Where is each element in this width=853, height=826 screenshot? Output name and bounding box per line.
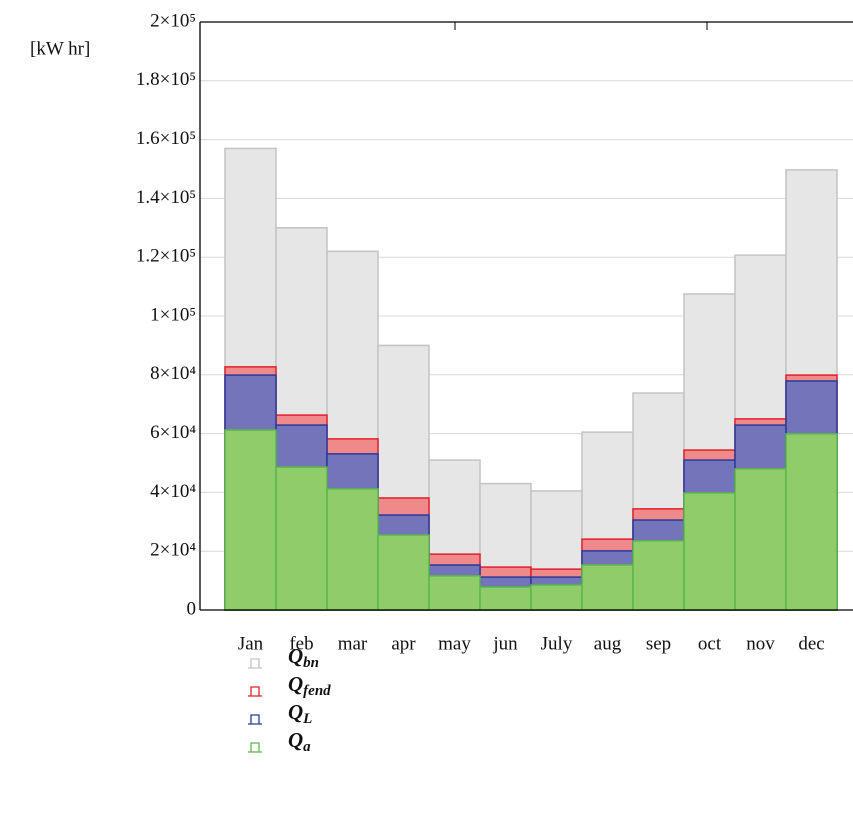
bar (479, 586, 532, 611)
y-tick-label: 1.6×10⁵ (136, 128, 196, 149)
bar (428, 575, 481, 611)
bar (224, 429, 277, 611)
legend-label: QL (288, 700, 312, 728)
legend-icon (248, 742, 262, 753)
x-tick-label: oct (698, 633, 722, 654)
bar (734, 468, 787, 611)
bar (785, 433, 838, 611)
legend-label: Qfend (288, 672, 331, 700)
x-tick-label: apr (391, 633, 416, 654)
y-tick-label: 1.2×10⁵ (136, 246, 196, 267)
y-axis-label: [kW hr] (30, 38, 90, 59)
bar (275, 466, 328, 611)
legend-icon (248, 686, 262, 697)
x-tick-label: sep (646, 633, 671, 654)
x-tick-label: July (541, 633, 573, 654)
bar (530, 584, 583, 611)
y-tick-label: 6×10⁴ (150, 422, 196, 443)
y-tick-label: 2×10⁴ (150, 540, 196, 561)
legend-icon (248, 714, 262, 725)
bar (632, 540, 685, 611)
legend-label: Qbn (288, 644, 319, 672)
bar (326, 488, 379, 611)
x-tick-label: dec (798, 633, 824, 654)
bar (683, 492, 736, 611)
y-tick-label: 8×10⁴ (150, 363, 196, 384)
legend-icon (248, 658, 262, 669)
x-tick-label: may (438, 633, 471, 654)
x-tick-label: nov (746, 633, 775, 654)
x-tick-label: mar (338, 633, 368, 654)
y-tick-label: 1×10⁵ (150, 304, 196, 325)
y-tick-label: 1.8×10⁵ (136, 69, 196, 90)
bar (581, 564, 634, 611)
y-tick-label: 2×10⁵ (150, 10, 196, 31)
x-tick-label: feb (289, 633, 313, 654)
legend-label: Qa (288, 728, 311, 756)
y-tick-label: 0 (187, 598, 197, 619)
x-tick-label: Jan (238, 633, 264, 654)
y-tick-label: 1.4×10⁵ (136, 187, 196, 208)
y-tick-label: 4×10⁴ (150, 481, 196, 502)
bar (377, 534, 430, 611)
x-tick-label: aug (594, 633, 622, 654)
x-tick-label: jun (492, 633, 518, 654)
